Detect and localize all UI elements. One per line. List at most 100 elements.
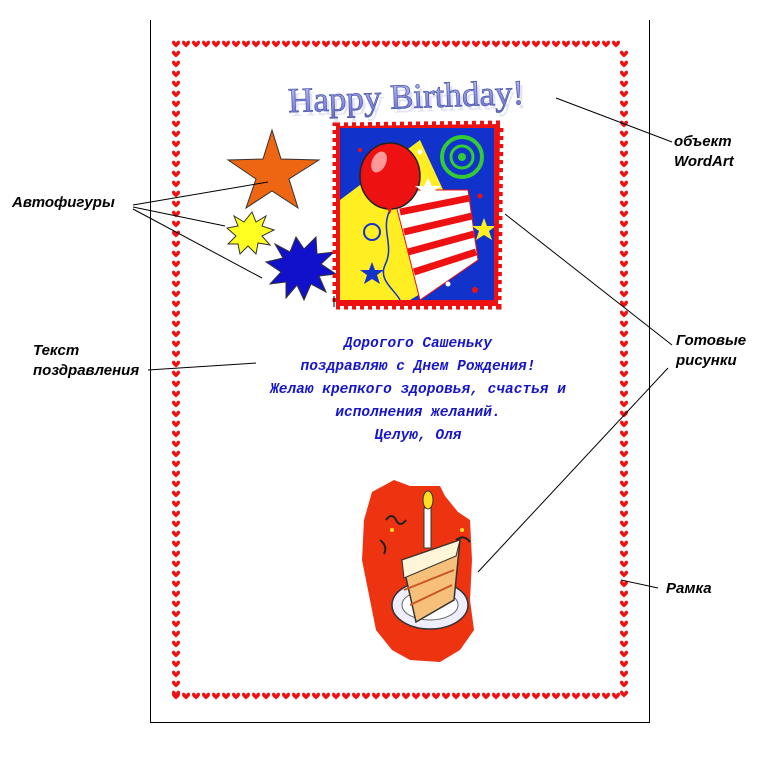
- text-callout-line2: поздравления: [33, 362, 140, 379]
- star-shape[interactable]: [226, 128, 321, 210]
- heart-icon: [620, 90, 628, 98]
- heart-icon: [352, 692, 360, 700]
- heart-icon: [502, 692, 510, 700]
- heart-icon: [442, 40, 450, 48]
- heart-icon: [272, 40, 280, 48]
- heart-icon: [172, 480, 180, 488]
- heart-icon: [172, 90, 180, 98]
- heart-icon: [402, 692, 410, 700]
- heart-icon: [172, 380, 180, 388]
- blue-explosion-shape[interactable]: [264, 235, 338, 302]
- heart-icon: [172, 670, 180, 678]
- heart-icon: [462, 692, 470, 700]
- heart-icon: [172, 390, 180, 398]
- heart-icon: [562, 692, 570, 700]
- heart-icon: [620, 240, 628, 248]
- heart-icon: [522, 40, 530, 48]
- heart-icon: [620, 230, 628, 238]
- heart-icon: [382, 692, 390, 700]
- heart-icon: [592, 692, 600, 700]
- heart-icon: [172, 290, 180, 298]
- heart-icon: [172, 630, 180, 638]
- heart-icon: [172, 610, 180, 618]
- heart-icon: [422, 40, 430, 48]
- greeting-line: Желаю крепкого здоровья, счастья и: [270, 382, 566, 398]
- wordart-object[interactable]: Happy Birthday! Happy Birthday!: [287, 73, 528, 125]
- heart-icon: [620, 420, 628, 428]
- heart-icon: [422, 692, 430, 700]
- heart-icon: [212, 692, 220, 700]
- heart-icon: [620, 510, 628, 518]
- heart-icon: [342, 40, 350, 48]
- heart-icon: [172, 100, 180, 108]
- heart-icon: [620, 490, 628, 498]
- yellow-explosion-shape[interactable]: [225, 211, 276, 256]
- heart-icon: [620, 250, 628, 258]
- heart-icon: [282, 40, 290, 48]
- heart-icon: [172, 550, 180, 558]
- heart-icon: [192, 692, 200, 700]
- wordart-callout-line1: объект: [674, 133, 732, 150]
- heart-icon: [332, 40, 340, 48]
- heart-icon: [620, 310, 628, 318]
- heart-icon: [212, 40, 220, 48]
- heart-icon: [620, 80, 628, 88]
- heart-icon: [172, 500, 180, 508]
- heart-icon: [362, 40, 370, 48]
- heart-icon: [502, 40, 510, 48]
- heart-icon: [202, 692, 210, 700]
- heart-icon: [232, 40, 240, 48]
- balloon-clipart[interactable]: [332, 120, 504, 310]
- greeting-line: Дорогого Сашеньку: [344, 336, 492, 352]
- heart-icon: [620, 220, 628, 228]
- heart-icon: [620, 430, 628, 438]
- heart-icon: [620, 350, 628, 358]
- heart-icon: [402, 40, 410, 48]
- heart-icon: [620, 520, 628, 528]
- heart-icon: [172, 70, 180, 78]
- heart-icon: [172, 570, 180, 578]
- clipart-callout-line1: Готовые: [676, 332, 747, 349]
- heart-icon: [620, 140, 628, 148]
- heart-icon: [172, 110, 180, 118]
- heart-icon: [620, 570, 628, 578]
- heart-icon: [620, 620, 628, 628]
- heart-icon: [412, 692, 420, 700]
- heart-icon: [620, 380, 628, 388]
- heart-icon: [172, 170, 180, 178]
- heart-icon: [620, 60, 628, 68]
- heart-icon: [620, 530, 628, 538]
- heart-icon: [542, 40, 550, 48]
- heart-icon: [620, 390, 628, 398]
- heart-icon: [172, 400, 180, 408]
- wordart-callout-line2: WordArt: [674, 153, 734, 170]
- heart-icon: [620, 480, 628, 488]
- heart-icon: [262, 692, 270, 700]
- heart-icon: [462, 40, 470, 48]
- heart-icon: [620, 150, 628, 158]
- heart-icon: [172, 80, 180, 88]
- callout-lines: [132, 97, 673, 589]
- heart-icon: [172, 190, 180, 198]
- heart-icon: [172, 510, 180, 518]
- heart-icon: [620, 200, 628, 208]
- heart-icon: [542, 692, 550, 700]
- greeting-text[interactable]: Дорогого Сашеньку поздравляю с Днем Рожд…: [232, 333, 604, 448]
- heart-icon: [172, 270, 180, 278]
- heart-icon: [482, 40, 490, 48]
- heart-icon: [620, 300, 628, 308]
- heart-icon: [172, 280, 180, 288]
- heart-icon: [172, 660, 180, 668]
- cake-clipart[interactable]: [362, 480, 474, 662]
- heart-icon: [512, 40, 520, 48]
- heart-icon: [452, 692, 460, 700]
- heart-icon: [172, 50, 180, 58]
- heart-icon: [172, 590, 180, 598]
- heart-icon: [172, 470, 180, 478]
- heart-icon: [620, 550, 628, 558]
- heart-icon: [232, 692, 240, 700]
- heart-icon: [382, 40, 390, 48]
- heart-icon: [242, 40, 250, 48]
- autoshapes-callout: Автофигуры: [12, 194, 115, 211]
- greeting-line: поздравляю с Днем Рождения!: [300, 359, 536, 375]
